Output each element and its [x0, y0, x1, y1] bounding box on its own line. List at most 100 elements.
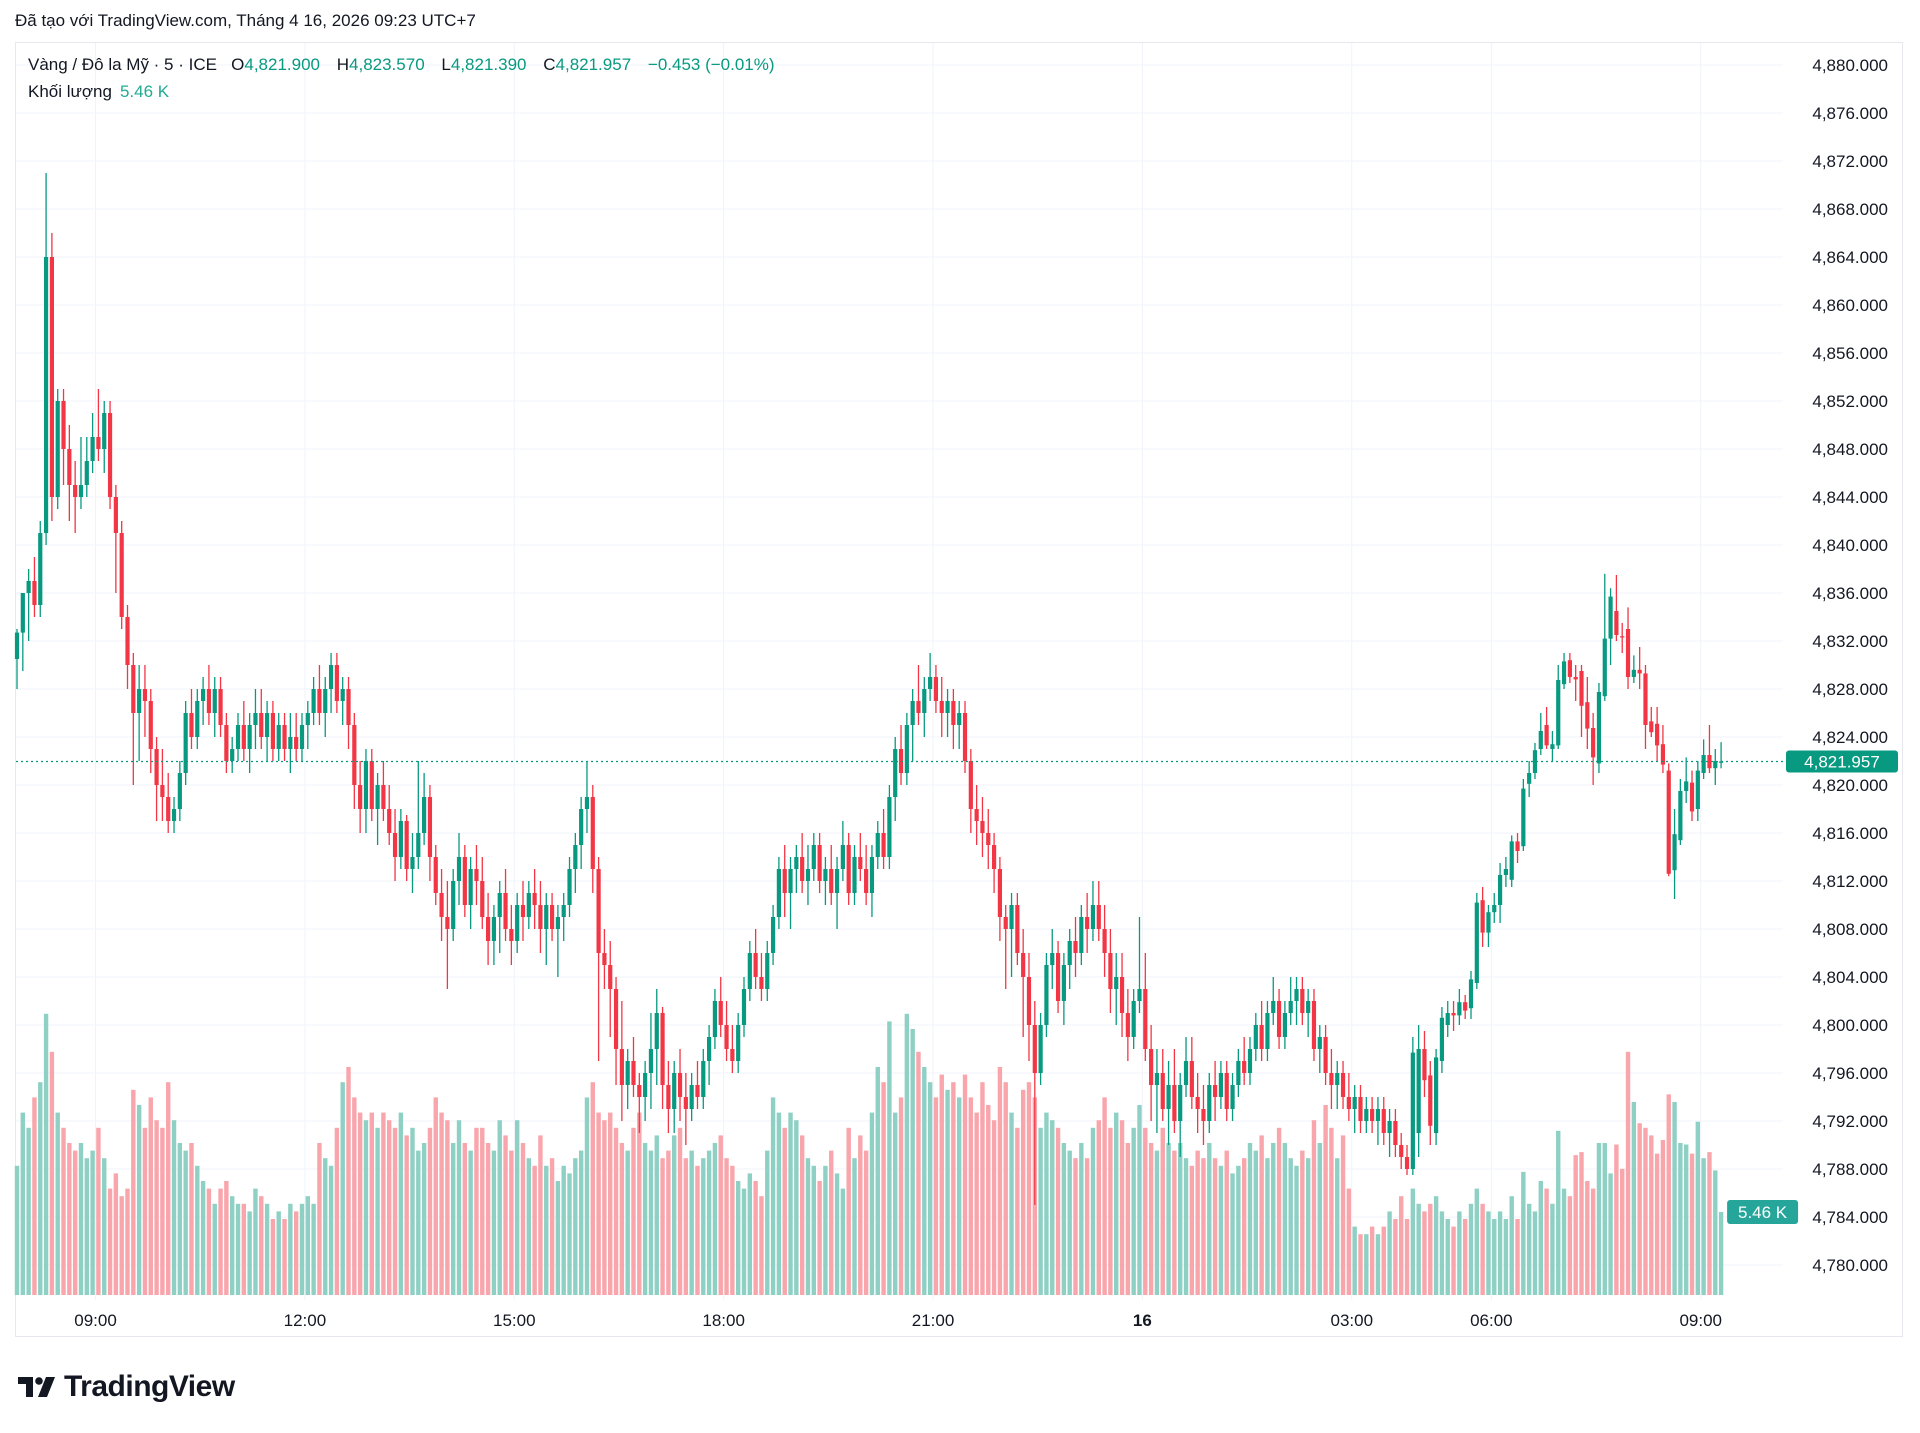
candle[interactable]	[1230, 1073, 1235, 1121]
candle[interactable]	[1009, 893, 1014, 977]
candle[interactable]	[869, 845, 875, 917]
candle[interactable]	[1567, 653, 1572, 683]
candle[interactable]	[1666, 763, 1671, 877]
candle[interactable]	[1689, 770, 1695, 821]
candle[interactable]	[1381, 1097, 1386, 1145]
candle[interactable]	[1038, 1013, 1043, 1085]
candle[interactable]	[26, 569, 31, 641]
candle[interactable]	[584, 761, 590, 833]
candle[interactable]	[997, 857, 1003, 941]
candle[interactable]	[1486, 905, 1491, 947]
candle[interactable]	[1137, 917, 1142, 1013]
candle[interactable]	[1596, 683, 1602, 773]
candle[interactable]	[672, 1061, 677, 1133]
candle[interactable]	[916, 665, 921, 725]
candle[interactable]	[485, 893, 491, 965]
candle[interactable]	[962, 701, 968, 773]
candle[interactable]	[776, 857, 781, 929]
candle[interactable]	[1119, 953, 1125, 1037]
candle[interactable]	[1166, 1061, 1171, 1145]
candle[interactable]	[1160, 1049, 1165, 1121]
candle[interactable]	[49, 233, 54, 521]
candle[interactable]	[1183, 1037, 1189, 1097]
candle[interactable]	[334, 653, 339, 713]
candle[interactable]	[247, 713, 252, 773]
candle[interactable]	[1544, 707, 1549, 749]
candle[interactable]	[1422, 1031, 1427, 1097]
candle[interactable]	[782, 845, 787, 917]
candle[interactable]	[893, 737, 898, 821]
candle[interactable]	[631, 1037, 636, 1097]
candle[interactable]	[712, 989, 718, 1049]
candle[interactable]	[1713, 749, 1718, 785]
candle[interactable]	[549, 893, 555, 941]
candle[interactable]	[224, 713, 229, 773]
candle[interactable]	[1253, 1013, 1258, 1061]
candle[interactable]	[829, 845, 834, 905]
candle[interactable]	[422, 773, 427, 845]
candle[interactable]	[1154, 1049, 1160, 1133]
candle[interactable]	[1288, 977, 1293, 1025]
candle[interactable]	[590, 785, 595, 893]
candle[interactable]	[1026, 953, 1032, 1061]
candle[interactable]	[142, 665, 148, 737]
candle[interactable]	[1579, 665, 1584, 737]
candle[interactable]	[864, 845, 869, 905]
candle[interactable]	[526, 881, 531, 929]
candle[interactable]	[125, 605, 130, 689]
candle[interactable]	[1561, 653, 1567, 689]
candle[interactable]	[317, 665, 322, 725]
candle[interactable]	[840, 821, 845, 881]
candle[interactable]	[1538, 713, 1543, 755]
candle[interactable]	[939, 677, 944, 737]
candle[interactable]	[1224, 1061, 1229, 1121]
candle[interactable]	[794, 845, 799, 893]
candle[interactable]	[660, 1007, 665, 1109]
candle[interactable]	[1294, 977, 1299, 1025]
candle[interactable]	[573, 833, 578, 893]
candle[interactable]	[84, 437, 89, 497]
candle[interactable]	[817, 833, 822, 893]
candle[interactable]	[1061, 953, 1066, 1025]
candle[interactable]	[369, 749, 374, 821]
candle[interactable]	[957, 701, 962, 749]
candle[interactable]	[677, 1049, 683, 1121]
candle[interactable]	[736, 1013, 741, 1073]
candle[interactable]	[887, 785, 892, 869]
candle[interactable]	[1608, 588, 1613, 665]
candle[interactable]	[1463, 995, 1468, 1019]
candle[interactable]	[1439, 1007, 1445, 1073]
candle[interactable]	[20, 593, 25, 671]
candle[interactable]	[1044, 953, 1049, 1037]
candle[interactable]	[462, 845, 467, 917]
candle[interactable]	[305, 701, 310, 749]
candle[interactable]	[695, 1061, 700, 1109]
candle[interactable]	[1003, 905, 1008, 989]
candle[interactable]	[561, 893, 566, 941]
candle[interactable]	[834, 857, 840, 929]
candle[interactable]	[1457, 989, 1462, 1025]
candle[interactable]	[456, 833, 462, 905]
candle[interactable]	[968, 749, 973, 833]
candle[interactable]	[107, 401, 113, 509]
candle[interactable]	[986, 809, 991, 869]
candle[interactable]	[509, 905, 514, 965]
candle[interactable]	[1660, 725, 1666, 773]
candle[interactable]	[1655, 707, 1660, 761]
candle[interactable]	[1335, 1061, 1340, 1109]
candle[interactable]	[195, 689, 200, 749]
candle[interactable]	[474, 845, 479, 905]
candle[interactable]	[1236, 1049, 1241, 1097]
candle[interactable]	[1509, 835, 1514, 887]
candle[interactable]	[910, 689, 915, 761]
candle[interactable]	[154, 737, 159, 821]
candle[interactable]	[381, 761, 386, 821]
candle[interactable]	[1085, 893, 1090, 953]
candle[interactable]	[1340, 1061, 1346, 1109]
candle[interactable]	[707, 1025, 712, 1085]
candle[interactable]	[497, 881, 502, 953]
candle[interactable]	[858, 833, 863, 881]
candle[interactable]	[1096, 881, 1101, 941]
candle[interactable]	[1265, 1001, 1270, 1061]
candle[interactable]	[759, 953, 764, 1001]
